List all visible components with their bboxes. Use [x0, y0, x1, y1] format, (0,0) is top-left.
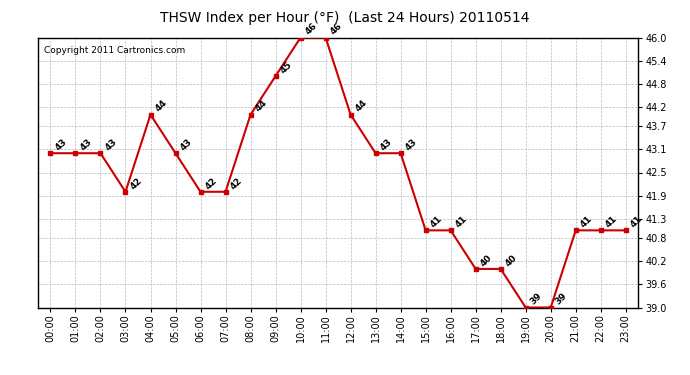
Text: 43: 43	[404, 137, 419, 152]
Text: 41: 41	[578, 214, 594, 230]
Text: 40: 40	[504, 253, 519, 268]
Text: 42: 42	[228, 176, 244, 191]
Text: 41: 41	[629, 214, 644, 230]
Text: 43: 43	[78, 137, 94, 152]
Text: 41: 41	[453, 214, 469, 230]
Text: 42: 42	[128, 176, 144, 191]
Text: 43: 43	[378, 137, 394, 152]
Text: 41: 41	[604, 214, 619, 230]
Text: 46: 46	[328, 21, 344, 37]
Text: 43: 43	[178, 137, 194, 152]
Text: 39: 39	[553, 291, 569, 307]
Text: 41: 41	[428, 214, 444, 230]
Text: 42: 42	[204, 176, 219, 191]
Text: 44: 44	[153, 99, 168, 114]
Text: 46: 46	[304, 21, 319, 37]
Text: Copyright 2011 Cartronics.com: Copyright 2011 Cartronics.com	[44, 46, 185, 55]
Text: 44: 44	[353, 99, 368, 114]
Text: 43: 43	[104, 137, 119, 152]
Text: 43: 43	[53, 137, 68, 152]
Text: 44: 44	[253, 99, 268, 114]
Text: 39: 39	[529, 291, 544, 307]
Text: 40: 40	[478, 253, 493, 268]
Text: THSW Index per Hour (°F)  (Last 24 Hours) 20110514: THSW Index per Hour (°F) (Last 24 Hours)…	[160, 11, 530, 25]
Text: 45: 45	[278, 60, 294, 75]
